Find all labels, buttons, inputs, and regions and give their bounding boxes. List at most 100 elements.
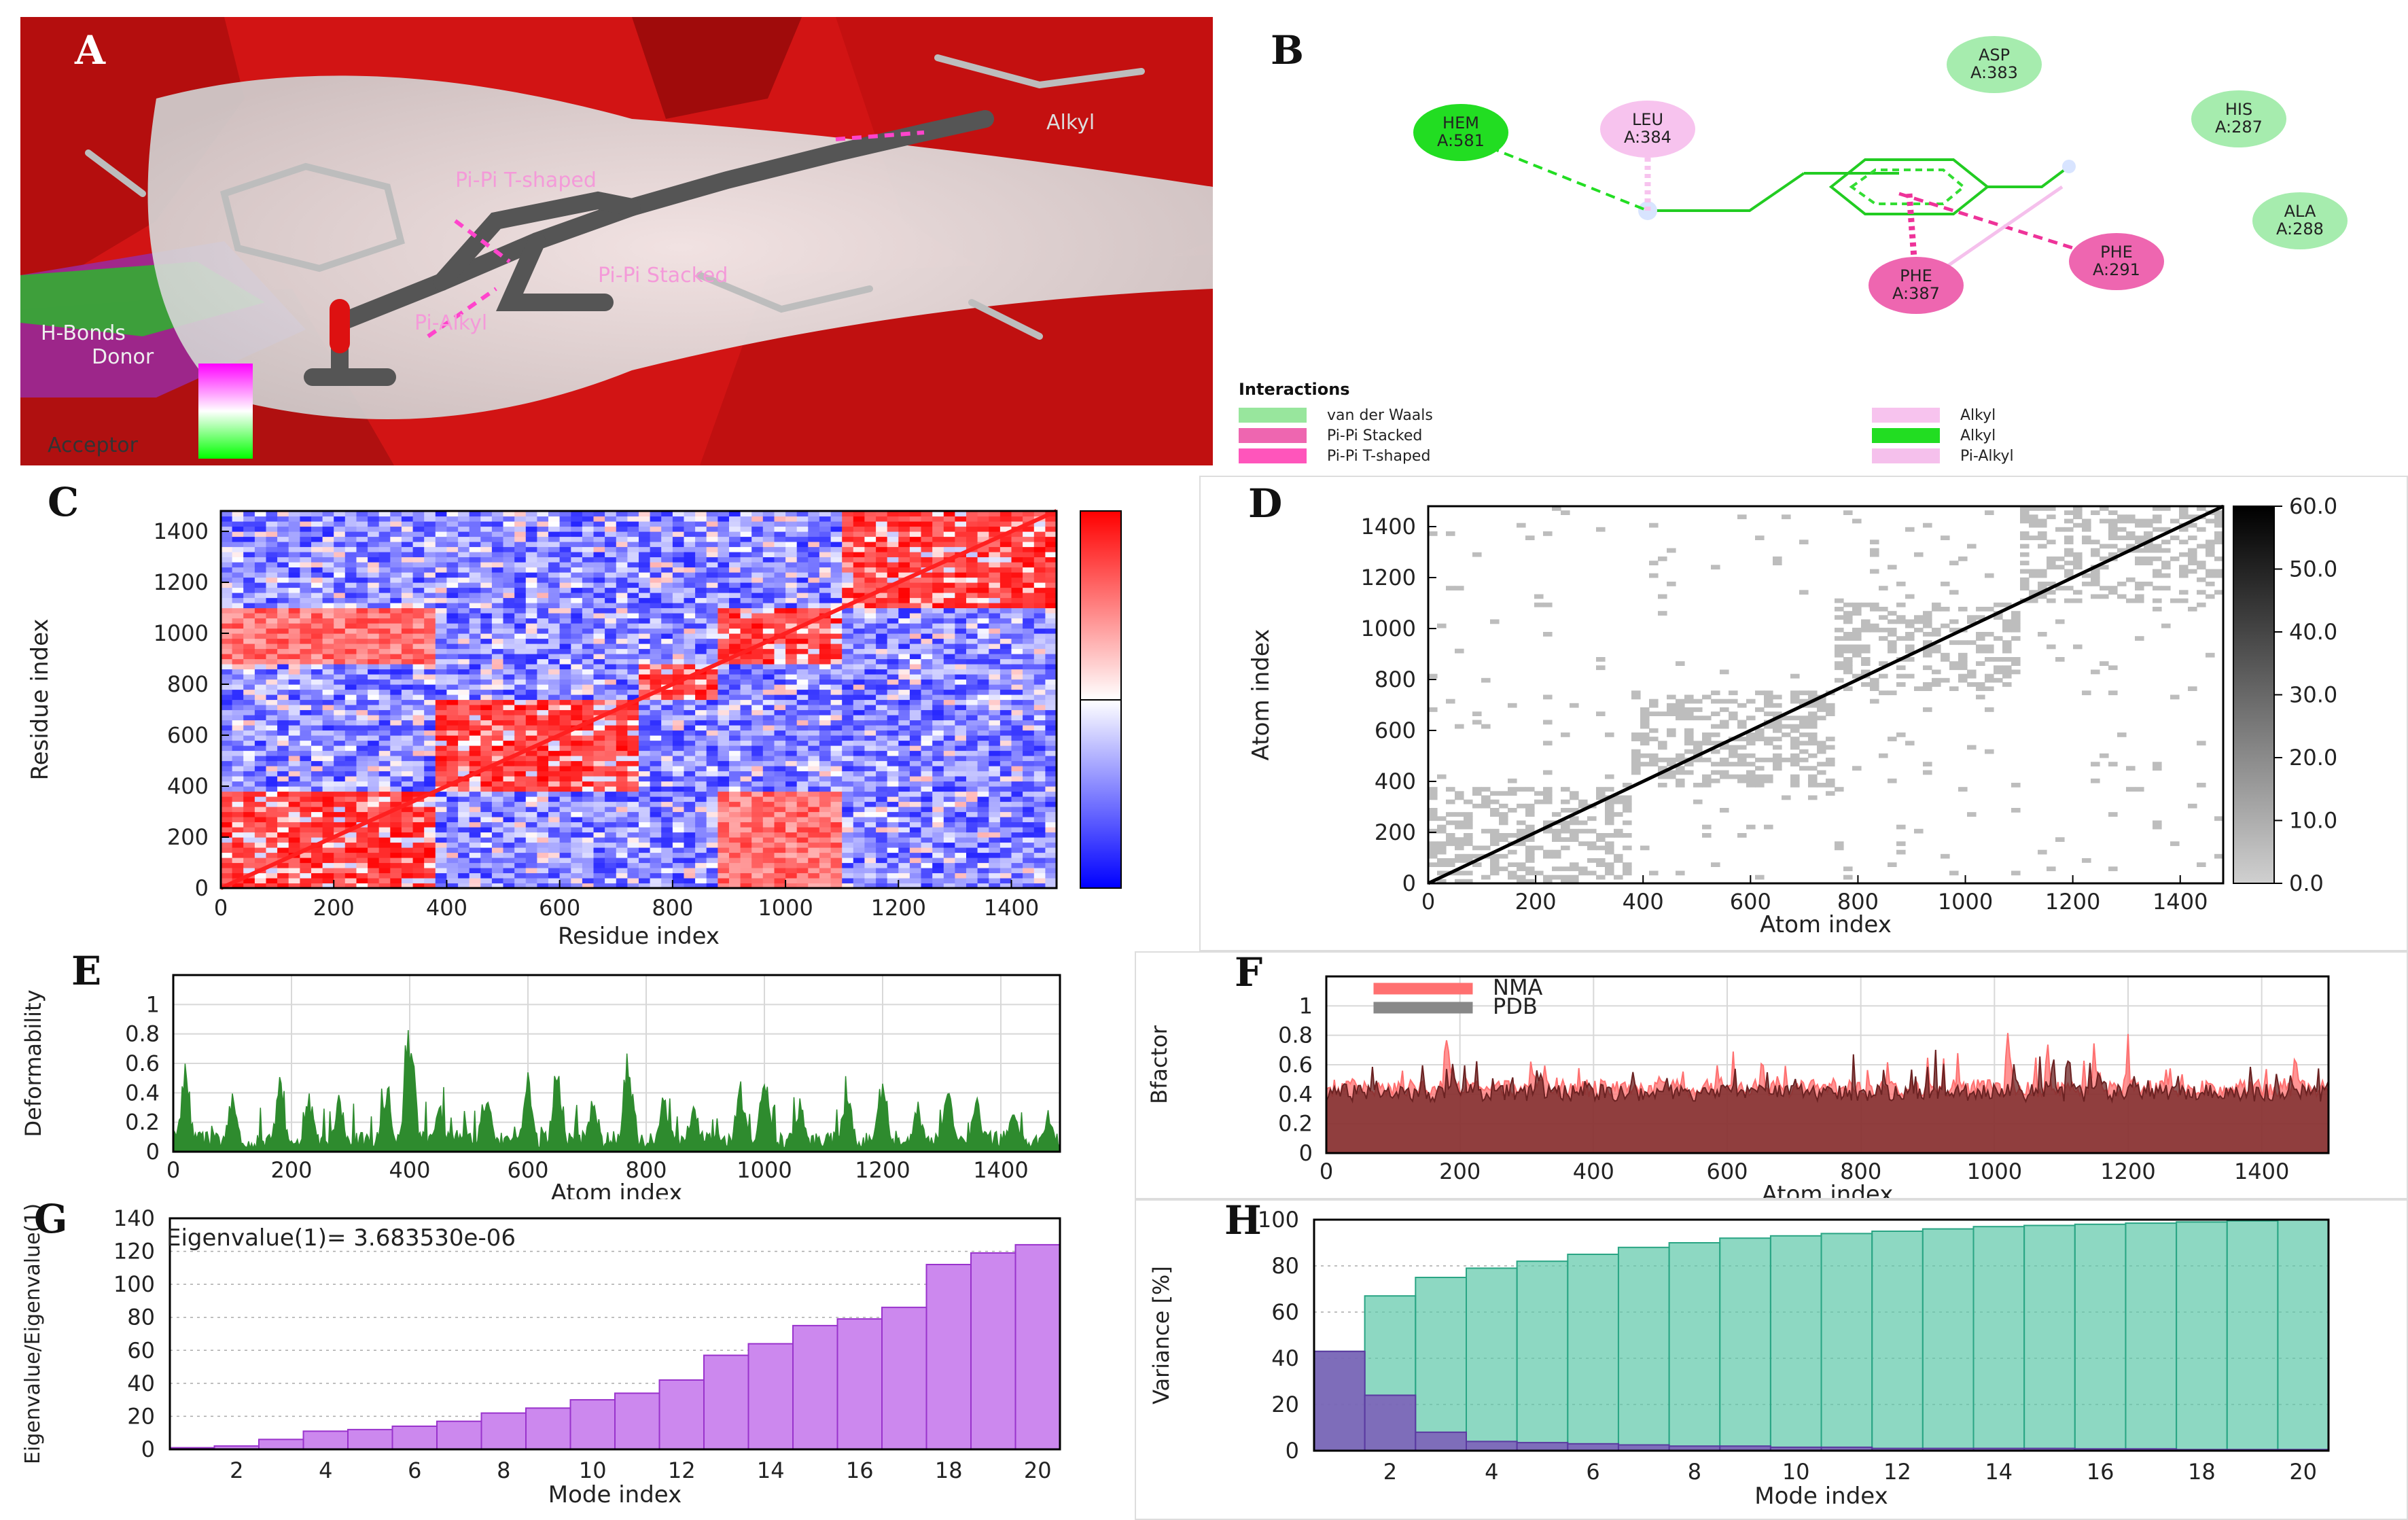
individual-variance-bar [1516,1442,1569,1452]
x-tick-label: 18 [935,1457,963,1483]
x-tick-label: 18 [2188,1459,2216,1485]
legend-label: NMA [1493,974,1543,1000]
cumulative-variance-bar [1769,1235,1822,1452]
cumulative-variance-bar [2125,1222,2178,1451]
label-pi-t-shaped: Pi-Pi T-shaped [455,169,597,192]
residue-name: PHE [1900,266,1932,285]
x-tick-label: 10 [1782,1459,1810,1485]
y-tick-label: 1400 [1361,514,1416,540]
panel-label-f: F [1235,951,1263,995]
cumulative-variance-bar [1871,1231,1924,1451]
legend-swatch [1872,448,1940,463]
y-tick-label: 20 [1271,1392,1299,1417]
individual-variance-bar [1415,1431,1467,1451]
panel-f: NMA PDB 0 200 400 600 800 1000 1200 1400 0 0.2 0.4 0.… [1135,951,2408,1199]
x-tick-label: 1000 [1967,1159,2022,1184]
x-tick-label: 0 [166,1157,180,1183]
individual-variance-bar [1364,1394,1417,1451]
y-tick-label: 0.6 [1278,1052,1313,1078]
colorbar-tick-label: 40.0 [2289,619,2337,645]
eigenvalue-bar [925,1264,972,1450]
residue-id: A:291 [2093,260,2140,279]
eigenvalue-bar [436,1420,482,1451]
cumulative-variance-bar [2074,1223,2127,1452]
eigenvalue-bar-chart: 2 4 6 8 10 12 14 16 18 20 0 20 40 60 80 100 120 140 Mode i… [21,1203,1061,1508]
eigenvalue-bar [569,1399,616,1451]
eigenvalue-bar [525,1407,571,1450]
cumulative-variance-bar [1972,1226,2025,1451]
colorbar [2233,506,2275,884]
panel-b: HEM A:581 LEU A:384 ASP A:383 HIS A:287 ALA A:288… [1220,17,2395,465]
deformability-plot: 0 200 400 600 800 1000 1200 140000.20.40.60.81A… [20,974,1061,1199]
x-tick-label: 1400 [2153,889,2208,915]
x-axis-label: Atom index [1760,911,1892,938]
label-pi-alkyl: Pi-Alkyl [414,311,487,335]
cumulative-variance-bar [2023,1224,2076,1451]
x-axis-label: Atom index [551,1180,683,1199]
y-tick-label: 400 [1375,768,1416,794]
eigenvalue-bar [792,1324,838,1450]
legend-swatch [1239,408,1307,423]
x-tick-label: 800 [1840,1159,1881,1184]
legend-label: van der Waals [1327,407,1433,424]
cumulative-variance-bar [1668,1242,1721,1451]
x-axis-label: Residue index [558,923,720,950]
y-axis-label: Eigenvalue/Eigenvalue(1) [21,1203,45,1464]
y-tick-label: 0 [146,1139,160,1165]
x-tick-label: 800 [652,895,693,921]
plot-frame [169,1217,1061,1451]
y-tick-label: 800 [167,671,209,697]
x-tick-label: 1400 [973,1157,1028,1183]
x-tick-label: 12 [668,1457,696,1483]
x-tick-label: 4 [319,1457,332,1483]
x-tick-label: 1200 [855,1157,910,1183]
plot-frame [1313,1218,2330,1452]
individual-variance-bar [1567,1443,1619,1451]
y-tick-label: 200 [167,824,209,850]
residue-ala-node [2252,192,2348,249]
x-tick-label: 2 [1383,1459,1397,1485]
y-axis-label: Atom index [1247,629,1275,761]
eigenvalue-bar [302,1430,349,1450]
residue-id: A:581 [1437,131,1485,150]
colorbar-tick-label: 60.0 [2289,493,2337,519]
y-tick-label: 120 [113,1239,155,1265]
y-tick-label: 60 [127,1337,155,1363]
colorbar-tick-label: 20.0 [2289,745,2337,771]
y-axis-label: Residue index [26,618,54,780]
panel-a: Alkyl Pi-Pi T-shaped Pi-Pi Stacked Pi-Al… [20,17,1213,465]
covariance-diagonal [1427,504,2225,885]
y-tick-label: 40 [127,1371,155,1396]
residue-name: HIS [2225,100,2252,119]
y-tick-label: 0.8 [125,1021,160,1047]
hbond-legend-acceptor: Acceptor [48,434,139,457]
x-tick-label: 10 [579,1457,607,1483]
panel-label-c: C [48,479,79,525]
x-tick-label: 800 [1837,889,1879,915]
eigenvalue-bar [480,1412,527,1451]
x-tick-label: 1400 [2234,1159,2289,1184]
y-tick-label: 1400 [154,518,209,544]
pdb-series [1326,1049,2329,1154]
cumulative-variance-bar [1719,1237,1771,1451]
cumulative-variance-bar [1820,1233,1873,1452]
heatmap-diagonal [219,509,1058,890]
x-tick-label: 1200 [2100,1159,2155,1184]
deformability-series [173,1030,1061,1152]
y-tick-label: 1000 [154,620,209,646]
x-tick-label: 14 [757,1457,785,1483]
y-tick-label: 0.2 [125,1110,160,1135]
residue-phe-node [1869,257,1964,314]
x-tick-label: 1000 [737,1157,792,1183]
residue-id: A:384 [1624,128,1671,147]
x-tick-label: 2 [230,1457,243,1483]
panel-c: 0 200 400 600 800 1000 1200 1400 0 200 400 600 800 10… [0,476,1199,951]
y-tick-label: 0 [141,1436,155,1462]
x-tick-label: 200 [270,1157,312,1183]
y-axis-label: Deformability [20,989,46,1137]
colorbar-tick-label: 0.0 [2289,870,2324,896]
legend-swatch [1373,1002,1473,1014]
legend-swatch [1239,448,1307,463]
x-tick-label: 14 [1985,1459,2013,1485]
